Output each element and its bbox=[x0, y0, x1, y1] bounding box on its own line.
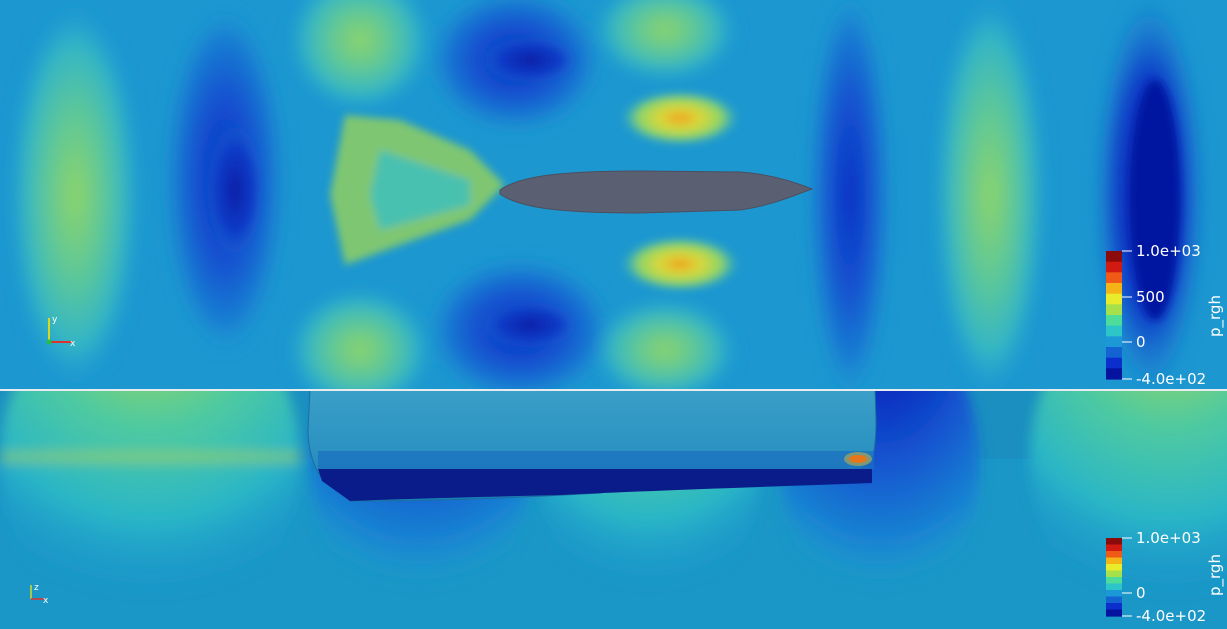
colorbar-swatch bbox=[1106, 304, 1122, 316]
side-warm-zone-left bbox=[0, 391, 300, 629]
wave-crest-1 bbox=[10, 5, 140, 385]
colorbar-swatch bbox=[1106, 272, 1122, 284]
colorbar-swatch bbox=[1106, 357, 1122, 369]
axis-x-label: x bbox=[70, 339, 76, 349]
wave-crest-2 bbox=[935, 0, 1045, 389]
colorbar-swatch bbox=[1106, 577, 1122, 585]
colorbar-swatch bbox=[1106, 603, 1122, 611]
colorbar-swatch bbox=[1106, 544, 1122, 552]
colorbar-tick-zero: 0 bbox=[1136, 584, 1146, 602]
ship-hull-planform bbox=[499, 170, 814, 214]
top-view-field: 1.0e+03 500 0 -4.0e+02 p_rgh y x bbox=[0, 0, 1227, 389]
pressure-hotspot-lower bbox=[620, 236, 740, 292]
axis-z-label: z bbox=[34, 583, 39, 593]
colorbar-top: 1.0e+03 500 0 -4.0e+02 p_rgh bbox=[1106, 242, 1225, 388]
colorbar-title: p_rgh bbox=[1206, 554, 1225, 596]
colorbar-tick-zero: 0 bbox=[1136, 333, 1146, 351]
orientation-axes-bottom: z x bbox=[30, 583, 49, 606]
view-divider bbox=[0, 389, 1227, 391]
colorbar-swatch bbox=[1106, 336, 1122, 348]
colorbar-swatch bbox=[1106, 283, 1122, 295]
colorbar-title: p_rgh bbox=[1206, 295, 1225, 337]
colorbar-swatch bbox=[1106, 551, 1122, 559]
orientation-axes-top: y x bbox=[46, 315, 76, 349]
wave-trough-2 bbox=[810, 0, 890, 389]
axis-y-label: y bbox=[52, 315, 58, 325]
colorbar-tick-max: 1.0e+03 bbox=[1136, 242, 1201, 260]
colorbar-swatch bbox=[1106, 261, 1122, 273]
colorbar-tick-500: 500 bbox=[1136, 288, 1165, 306]
colorbar-swatch bbox=[1106, 590, 1122, 598]
axis-x-label: x bbox=[43, 596, 49, 606]
colorbar-tick-max: 1.0e+03 bbox=[1136, 529, 1201, 547]
colorbar-tick-min: -4.0e+02 bbox=[1136, 607, 1206, 625]
bow-stagnation-point bbox=[849, 455, 867, 463]
colorbar-bottom: 1.0e+03 0 -4.0e+02 p_rgh bbox=[1106, 529, 1225, 625]
colorbar-swatch bbox=[1106, 315, 1122, 327]
hull-keel-low-pressure bbox=[318, 469, 872, 501]
colorbar-swatch bbox=[1106, 347, 1122, 359]
top-view-panel: 1.0e+03 500 0 -4.0e+02 p_rgh y x bbox=[0, 0, 1227, 389]
colorbar-swatch bbox=[1106, 368, 1122, 380]
side-warm-zone-right bbox=[1030, 391, 1227, 629]
colorbar-swatch bbox=[1106, 596, 1122, 604]
colorbar-tick-min: -4.0e+02 bbox=[1136, 370, 1206, 388]
colorbar-swatch bbox=[1106, 557, 1122, 565]
bottom-view-panel: 1.0e+03 0 -4.0e+02 p_rgh z x bbox=[0, 391, 1227, 629]
colorbar-swatch bbox=[1106, 538, 1122, 546]
colorbar-swatch bbox=[1106, 609, 1122, 617]
colorbar-swatch bbox=[1106, 293, 1122, 305]
bottom-view-field: 1.0e+03 0 -4.0e+02 p_rgh z x bbox=[0, 391, 1227, 629]
colorbar-swatch bbox=[1106, 325, 1122, 337]
colorbar-swatch bbox=[1106, 583, 1122, 591]
pressure-hotspot-upper bbox=[620, 90, 740, 146]
colorbar-swatch bbox=[1106, 564, 1122, 572]
colorbar-swatch bbox=[1106, 570, 1122, 578]
colorbar-swatch bbox=[1106, 251, 1122, 263]
